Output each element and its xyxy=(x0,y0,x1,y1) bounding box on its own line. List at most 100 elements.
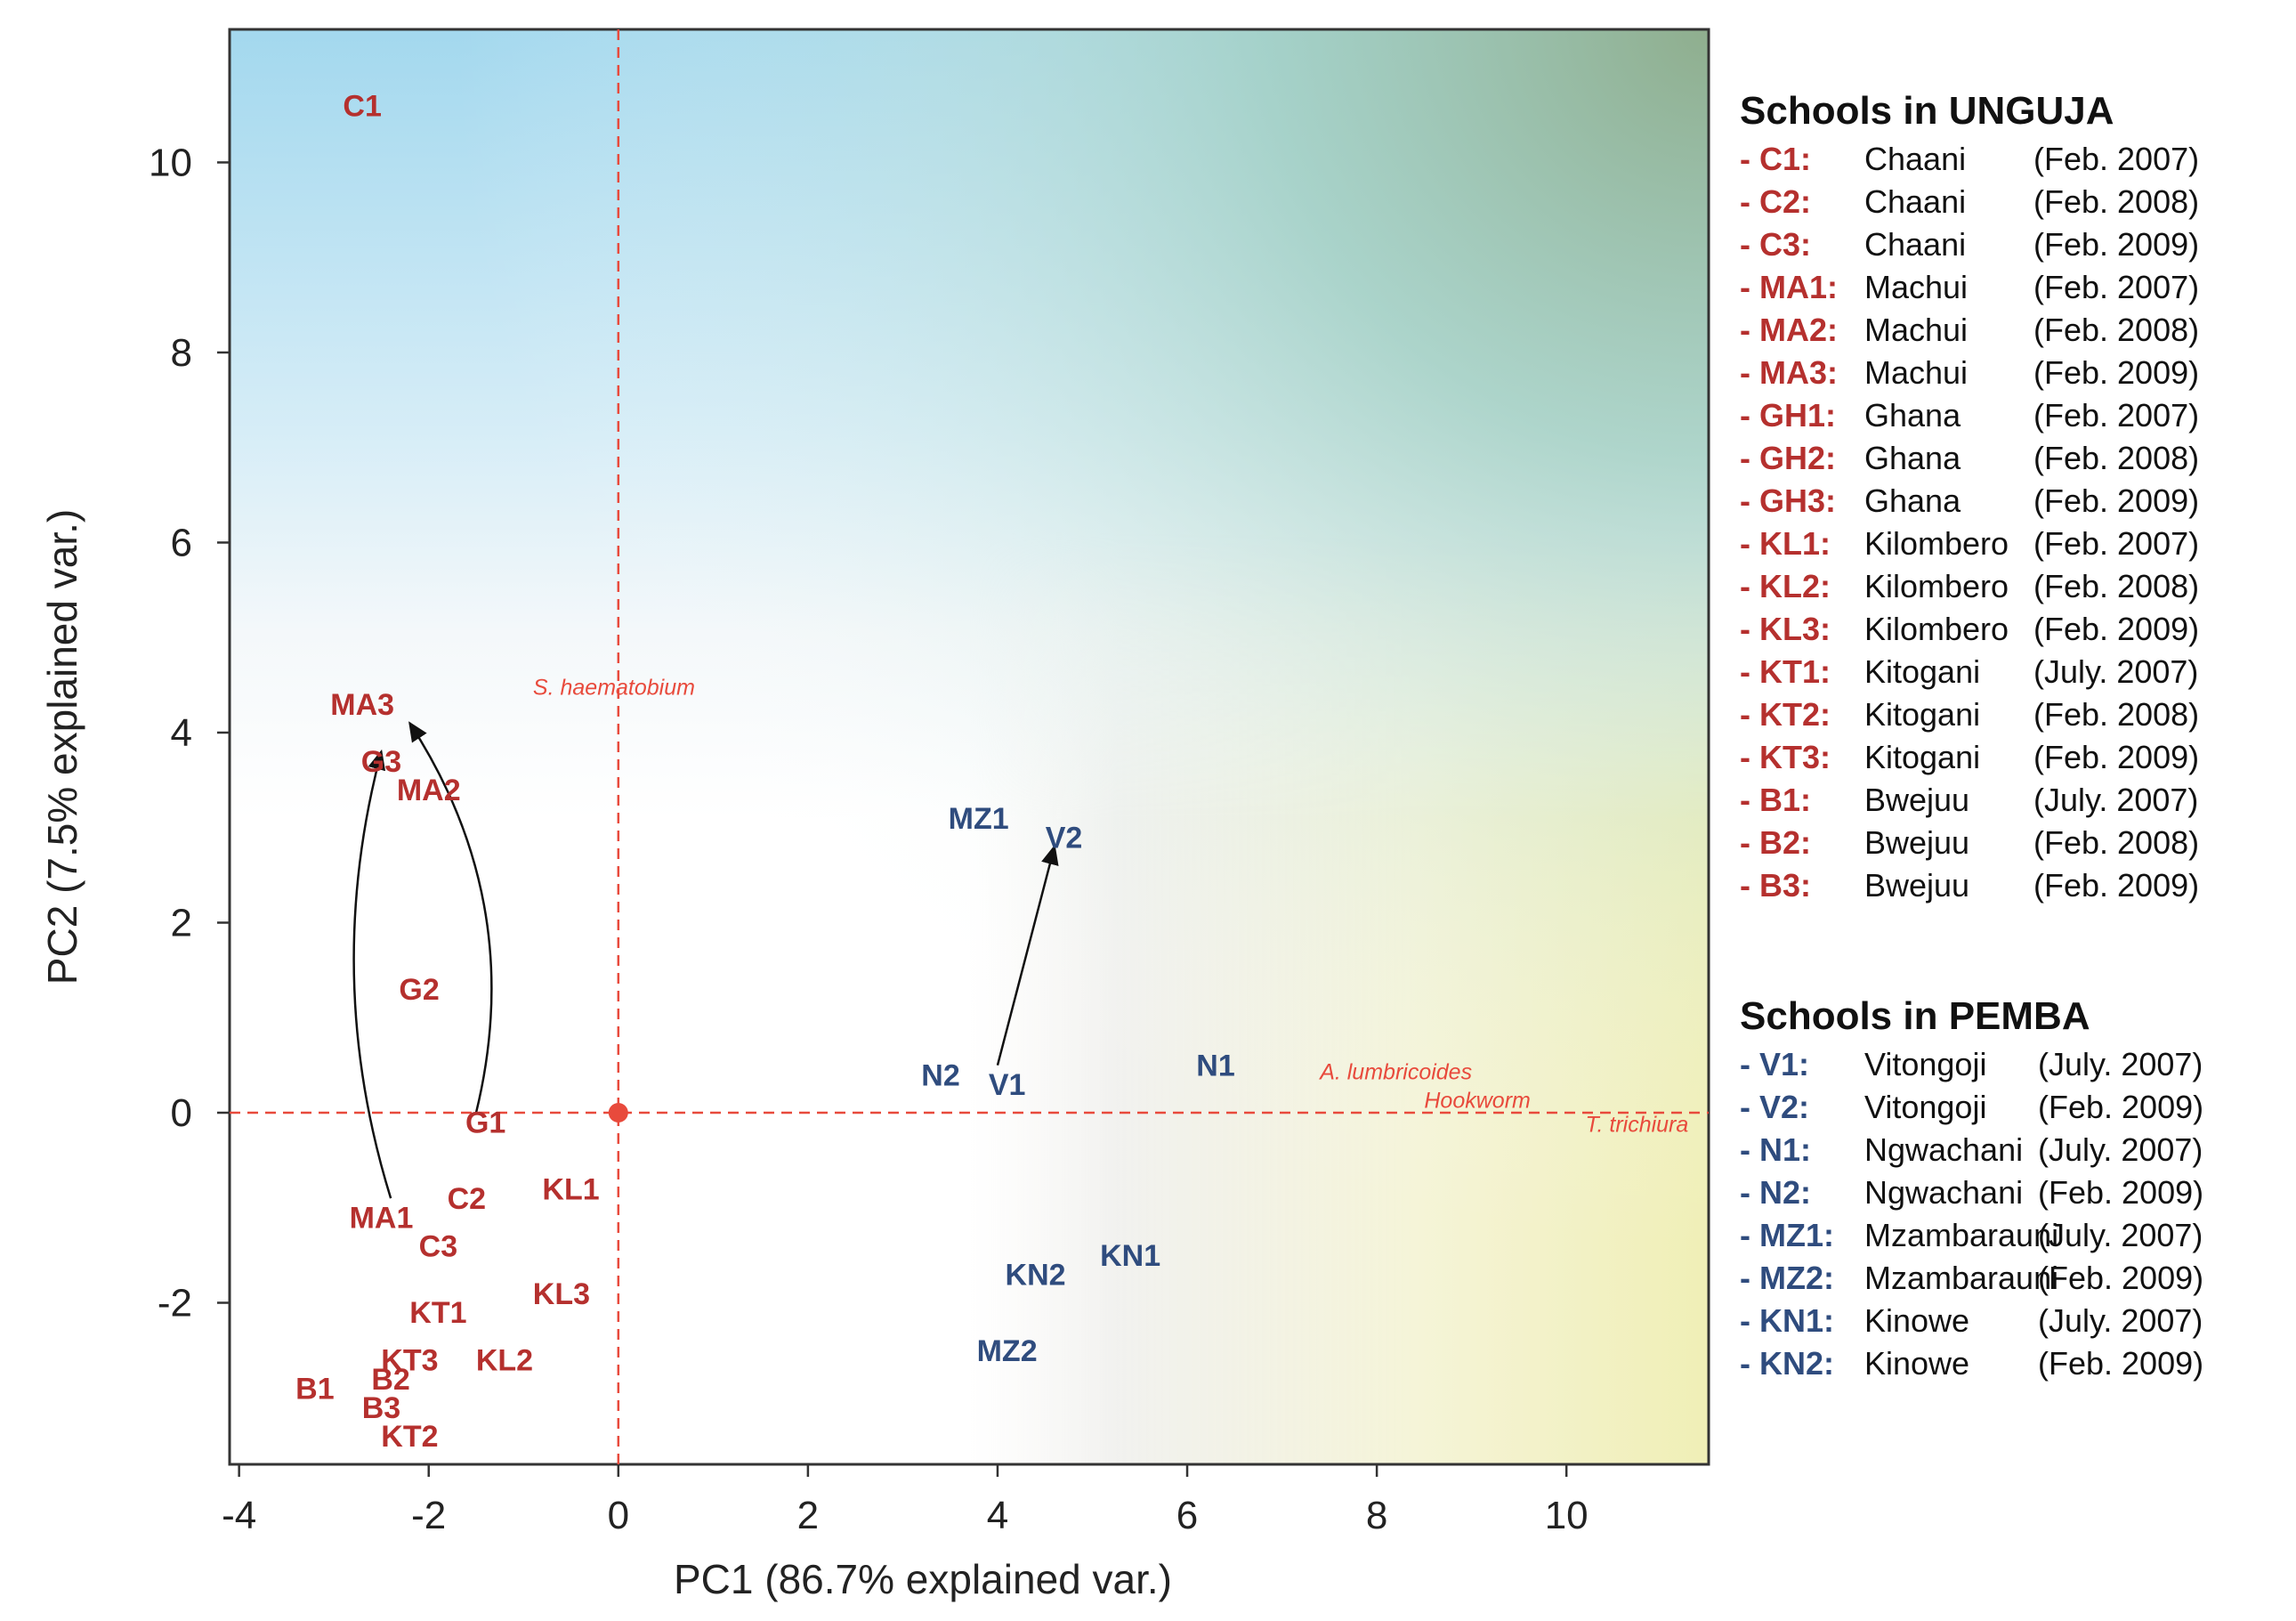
variable-label: S. haematobium xyxy=(533,675,695,700)
legend-entry: - MA2: Machui (Feb. 2008) xyxy=(1740,312,2283,354)
legend-code: - KN2: xyxy=(1740,1345,1834,1382)
legend-entry: - N1: Ngwachani (July. 2007) xyxy=(1740,1131,2283,1174)
x-axis-title: PC1 (86.7% explained var.) xyxy=(674,1556,1172,1602)
plot-frame xyxy=(228,28,1710,1466)
variable-label: Hookworm xyxy=(1424,1089,1530,1114)
point-label-mz2: MZ2 xyxy=(977,1334,1038,1368)
point-label-kn2: KN2 xyxy=(1006,1258,1066,1292)
legend-date: (Feb. 2007) xyxy=(2033,525,2200,562)
legend-entry: - N2: Ngwachani (Feb. 2009) xyxy=(1740,1174,2283,1217)
legend-school-name: Chaani xyxy=(1864,183,1967,220)
y-tick-label: -2 xyxy=(158,1282,192,1325)
y-tick-label: 0 xyxy=(171,1091,192,1135)
legend-code: - MA3: xyxy=(1740,354,1838,391)
point-label-c2: C2 xyxy=(448,1182,486,1216)
point-label-kn1: KN1 xyxy=(1100,1239,1160,1273)
legend-school-name: Kilombero xyxy=(1864,568,2009,604)
legend-entry: - KL1: Kilombero (Feb. 2007) xyxy=(1740,525,2283,568)
legend-entry: - B1: Bwejuu (July. 2007) xyxy=(1740,782,2283,824)
variable-label: A. lumbricoides xyxy=(1318,1060,1472,1085)
legend-school-name: Machui xyxy=(1864,312,1969,348)
legend-school-name: Kilombero xyxy=(1864,611,2009,647)
legend-date: (Feb. 2008) xyxy=(2033,183,2200,220)
variable-labels: S. haematobium A. lumbricoides Hookworm T. … xyxy=(533,675,1688,1137)
legend-date: (July. 2007) xyxy=(2038,1131,2203,1168)
legend-school-name: Kinowe xyxy=(1864,1345,1970,1382)
legend-entry: - KN1: Kinowe (July. 2007) xyxy=(1740,1302,2283,1345)
legend-date: (Feb. 2008) xyxy=(2033,568,2200,604)
legend-school-name: Ghana xyxy=(1864,397,1961,434)
legend-date: (Feb. 2009) xyxy=(2033,482,2200,519)
legend-date: (Feb. 2007) xyxy=(2033,141,2200,177)
x-tick-label: -4 xyxy=(222,1494,256,1537)
legend-code: - KT2: xyxy=(1740,696,1831,733)
legend-school-name: Machui xyxy=(1864,269,1969,305)
reference-lines xyxy=(230,29,1709,1464)
legend-date: (July. 2007) xyxy=(2038,1046,2203,1082)
point-label-kt3: KT3 xyxy=(381,1344,438,1378)
point-label-kl2: KL2 xyxy=(476,1344,533,1378)
legend-entry: - KT3: Kitogani (Feb. 2009) xyxy=(1740,739,2283,782)
legend-date: (Feb. 2008) xyxy=(2033,824,2200,861)
legend-school-name: Ghana xyxy=(1864,482,1961,519)
legend-code: - V2: xyxy=(1740,1089,1810,1125)
point-label-ma1: MA1 xyxy=(350,1201,414,1235)
legend-entry: - KL2: Kilombero (Feb. 2008) xyxy=(1740,568,2283,611)
x-tick-label: 2 xyxy=(797,1494,819,1537)
x-tick-label: 4 xyxy=(987,1494,1008,1537)
legend-school-name: Kitogani xyxy=(1864,696,1981,733)
legend-entry: - KL3: Kilombero (Feb. 2009) xyxy=(1740,611,2283,653)
point-label-g3: G3 xyxy=(361,745,401,779)
legend-code: - MA2: xyxy=(1740,312,1838,348)
legend-school-name: Chaani xyxy=(1864,226,1967,263)
legend-entry: - MA1: Machui (Feb. 2007) xyxy=(1740,269,2283,312)
legend-entry: - C3: Chaani (Feb. 2009) xyxy=(1740,226,2283,269)
legend-code: - KL1: xyxy=(1740,525,1831,562)
legend-entry: - V1: Vitongoji (July. 2007) xyxy=(1740,1046,2283,1089)
x-axis-ticks: -4 -2 0 2 4 6 8 10 xyxy=(222,1464,1589,1537)
legend-date: (Feb. 2009) xyxy=(2038,1089,2204,1125)
legend-pemba-title: Schools in PEMBA xyxy=(1740,994,2090,1038)
legend-date: (July. 2007) xyxy=(2033,782,2199,818)
legend-school-name: Kinowe xyxy=(1864,1302,1970,1339)
point-label-ma3: MA3 xyxy=(330,688,394,722)
legend-code: - B3: xyxy=(1740,867,1811,904)
legend-code: - KL3: xyxy=(1740,611,1831,647)
legend-entry: - B3: Bwejuu (Feb. 2009) xyxy=(1740,867,2283,910)
legend-date: (Feb. 2009) xyxy=(2038,1260,2204,1296)
legend-entry: - KT2: Kitogani (Feb. 2008) xyxy=(1740,696,2283,739)
point-label-v1: V1 xyxy=(989,1068,1026,1102)
point-label-kl1: KL1 xyxy=(542,1172,599,1206)
legend-code: - N2: xyxy=(1740,1174,1811,1211)
point-label-kt2: KT2 xyxy=(381,1420,438,1454)
legend-school-name: Ngwachani xyxy=(1864,1174,2024,1211)
legend-pemba: Schools in PEMBA - V1: Vitongoji (July. 20… xyxy=(1740,994,2283,1388)
y-tick-label: 8 xyxy=(171,331,192,375)
legend-entry: - B2: Bwejuu (Feb. 2008) xyxy=(1740,824,2283,867)
legend-entry: - KN2: Kinowe (Feb. 2009) xyxy=(1740,1345,2283,1388)
trajectory-arrows xyxy=(352,721,1059,1199)
y-tick-label: 6 xyxy=(171,521,192,564)
point-label-mz1: MZ1 xyxy=(949,802,1009,836)
legend-code: - GH3: xyxy=(1740,482,1836,519)
legend-school-name: Vitongoji xyxy=(1864,1046,1987,1082)
legend-code: - KL2: xyxy=(1740,568,1831,604)
legend-entry: - GH2: Ghana (Feb. 2008) xyxy=(1740,440,2283,482)
point-label-g2: G2 xyxy=(399,973,439,1007)
point-label-b3: B3 xyxy=(362,1391,400,1425)
legend-school-name: Mzambarauni xyxy=(1864,1260,2059,1296)
legend-entry: - MZ1: Mzambarauni (July. 2007) xyxy=(1740,1217,2283,1260)
x-tick-label: -2 xyxy=(411,1494,446,1537)
legend-school-name: Kitogani xyxy=(1864,739,1981,775)
legend-unguja-title: Schools in UNGUJA xyxy=(1740,89,2114,133)
legend-date: (Feb. 2008) xyxy=(2033,312,2200,348)
legend-school-name: Bwejuu xyxy=(1864,867,1970,904)
legend-date: (July. 2007) xyxy=(2038,1217,2203,1253)
legend-entry: - C1: Chaani (Feb. 2007) xyxy=(1740,141,2283,183)
legend-code: - MZ2: xyxy=(1740,1260,1834,1296)
legend-date: (Feb. 2009) xyxy=(2038,1345,2204,1382)
legend-entry: - GH3: Ghana (Feb. 2009) xyxy=(1740,482,2283,525)
legend-code: - B1: xyxy=(1740,782,1811,818)
legend-school-name: Kitogani xyxy=(1864,653,1981,690)
